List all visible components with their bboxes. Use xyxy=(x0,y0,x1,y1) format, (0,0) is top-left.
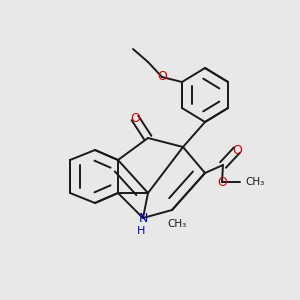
Text: N: N xyxy=(138,212,148,224)
Text: CH₃: CH₃ xyxy=(245,177,264,187)
Text: O: O xyxy=(157,70,167,83)
Text: O: O xyxy=(217,176,227,188)
Text: O: O xyxy=(130,112,140,124)
Text: H: H xyxy=(137,226,145,236)
Text: CH₃: CH₃ xyxy=(167,219,187,229)
Text: O: O xyxy=(232,143,242,157)
